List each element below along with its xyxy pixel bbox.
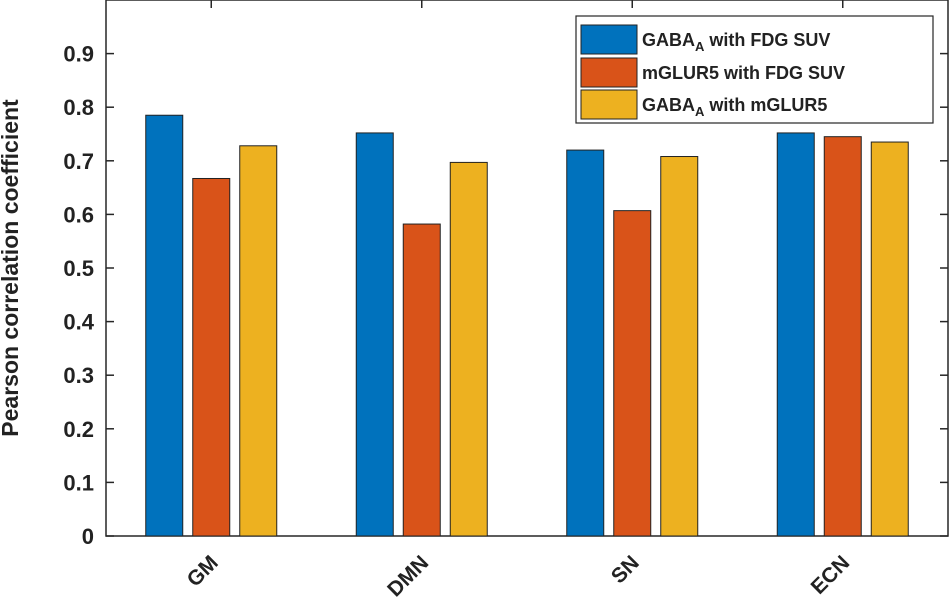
y-tick-label: 0.7 (63, 149, 94, 174)
bar-dmn-series-0 (355, 132, 394, 537)
bar-gm-series-0 (145, 114, 184, 537)
bar-gm-series-1 (192, 177, 231, 537)
legend-swatch-1 (580, 57, 638, 88)
category-label: SN (607, 551, 644, 588)
y-tick-label: 0.3 (63, 363, 94, 388)
y-tick-label: 0.6 (63, 202, 94, 227)
bar-dmn-series-1 (402, 223, 441, 537)
y-tick-label: 0.2 (63, 417, 94, 442)
legend-swatch-2 (580, 89, 638, 120)
bar-sn-series-0 (566, 149, 605, 537)
bar-ecn-series-2 (870, 141, 909, 537)
y-axis-label: Pearson correlation coefficient (0, 99, 23, 437)
y-tick-label: 0 (82, 524, 94, 549)
y-tick-label: 0.9 (63, 42, 94, 67)
bar-gm-series-2 (239, 145, 278, 537)
category-label: DMN (383, 551, 433, 601)
y-tick-label: 0.8 (63, 95, 94, 120)
bar-series-group (145, 114, 909, 537)
category-label: GM (183, 551, 223, 591)
legend-swatch-0 (580, 24, 638, 55)
bar-sn-series-2 (660, 156, 699, 537)
category-label: ECN (807, 551, 855, 599)
legend-label-2: GABAA with mGLUR5 (642, 95, 827, 119)
legend: GABAA with FDG SUV mGLUR5 with FDG SUV G… (575, 15, 934, 124)
y-tick-label: 0.4 (63, 310, 94, 335)
y-tick-label: 0.5 (63, 256, 94, 281)
bar-dmn-series-2 (449, 161, 488, 537)
bar-ecn-series-1 (823, 136, 862, 537)
bar-ecn-series-0 (776, 132, 815, 537)
legend-label-1: mGLUR5 with FDG SUV (642, 63, 845, 83)
legend-label-0: GABAA with FDG SUV (642, 30, 830, 54)
bar-sn-series-1 (613, 210, 652, 537)
y-axis: 0 0.1 0.2 0.3 0.4 0.5 0.6 0.7 0.8 0.9 (63, 42, 948, 549)
y-tick-label: 0.1 (63, 470, 94, 495)
